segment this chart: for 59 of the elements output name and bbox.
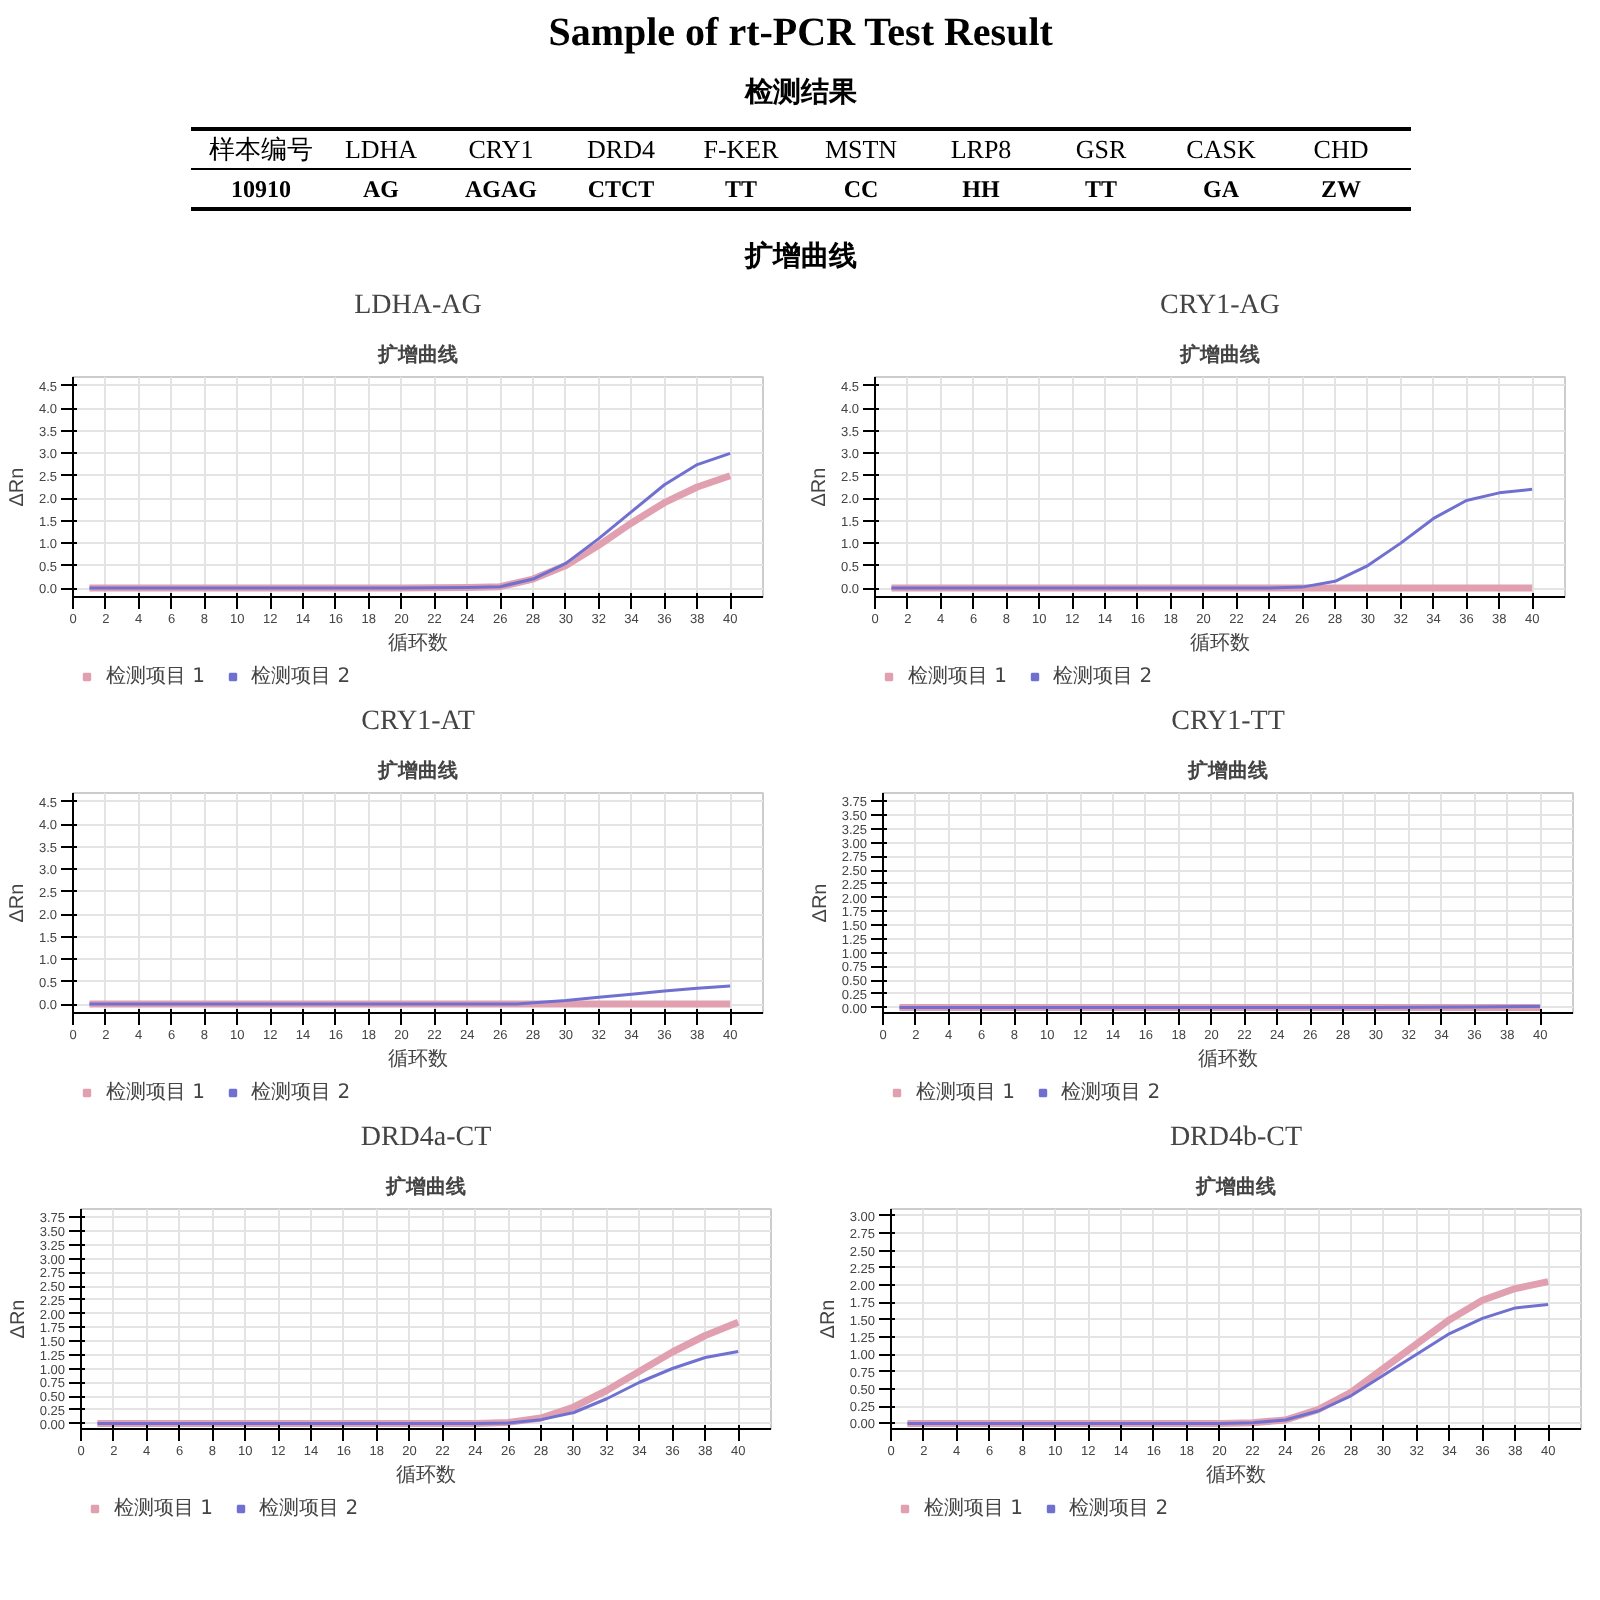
chart-title: DRD4b-CT: [1169, 1123, 1304, 1153]
text: HH: [962, 175, 1001, 203]
x-axis-title: 循环数: [1198, 1049, 1258, 1071]
chart-subtitle: 扩增曲线: [1186, 759, 1268, 783]
x-axis-title: 循环数: [388, 1049, 448, 1071]
category-label: LDHA: [344, 134, 419, 164]
legend-label: 检测项目 2: [251, 1079, 351, 1106]
text: CTCT: [587, 175, 655, 203]
y-axis-title: ΔRn: [808, 467, 831, 507]
category-label: CRY1: [468, 134, 534, 164]
category-label: F-KER: [703, 134, 780, 164]
chart-title: CRY1-TT: [1171, 707, 1286, 737]
legend-label: 检测项目 2: [259, 1495, 359, 1522]
chart-subtitle: 扩增曲线: [376, 759, 458, 783]
text: GA: [1203, 175, 1240, 203]
category-label: LRP8: [950, 134, 1012, 164]
text: Sample of rt-PCR Test Result: [548, 11, 1054, 55]
text: AG: [363, 175, 399, 203]
text: TT: [724, 175, 758, 203]
category-label: 样本编号: [209, 134, 313, 164]
legend-label: 检测项目 2: [251, 663, 351, 690]
text: 10910: [231, 175, 291, 203]
legend-label: 检测项目 1: [908, 663, 1008, 690]
y-axis-title: ΔRn: [817, 1299, 840, 1339]
chart-subtitle: 扩增曲线: [384, 1175, 466, 1199]
text: AGAG: [465, 175, 537, 203]
x-axis-title: 循环数: [396, 1465, 456, 1487]
legend-label: 检测项目 2: [1069, 1495, 1169, 1522]
text: TT: [1084, 175, 1118, 203]
legend-label: 检测项目 2: [1053, 663, 1153, 690]
y-axis-title: ΔRn: [6, 883, 29, 923]
text: CC: [843, 175, 879, 203]
chart-title: DRD4a-CT: [360, 1123, 493, 1153]
y-axis-title: ΔRn: [6, 467, 29, 507]
y-axis-title: ΔRn: [7, 1299, 30, 1339]
chart-subtitle: 扩增曲线: [1178, 343, 1260, 367]
x-axis-title: 循环数: [1206, 1465, 1266, 1487]
chart-title: CRY1-AG: [1160, 291, 1280, 321]
legend-label: 检测项目 1: [106, 1079, 206, 1106]
x-axis-title: 循环数: [1190, 633, 1250, 655]
legend-label: 检测项目 1: [924, 1495, 1024, 1522]
text: 检测结果: [743, 77, 859, 109]
legend-label: 检测项目 1: [114, 1495, 214, 1522]
legend-label: 检测项目 2: [1061, 1079, 1161, 1106]
legend-label: 检测项目 1: [916, 1079, 1016, 1106]
text: ZW: [1321, 175, 1362, 203]
text: 扩增曲线: [743, 239, 857, 273]
chart-title: CRY1-AT: [361, 707, 476, 737]
category-label: DRD4: [587, 134, 656, 164]
category-label: CASK: [1186, 134, 1257, 164]
chart-title: LDHA-AG: [354, 291, 482, 321]
category-label: GSR: [1075, 134, 1127, 164]
x-axis-title: 循环数: [388, 633, 448, 655]
legend-label: 检测项目 1: [106, 663, 206, 690]
chart-subtitle: 扩增曲线: [376, 343, 458, 367]
y-axis-title: ΔRn: [809, 883, 832, 923]
chart-subtitle: 扩增曲线: [1194, 1175, 1276, 1199]
category-label: CHD: [1313, 134, 1369, 164]
category-label: MSTN: [824, 134, 899, 164]
